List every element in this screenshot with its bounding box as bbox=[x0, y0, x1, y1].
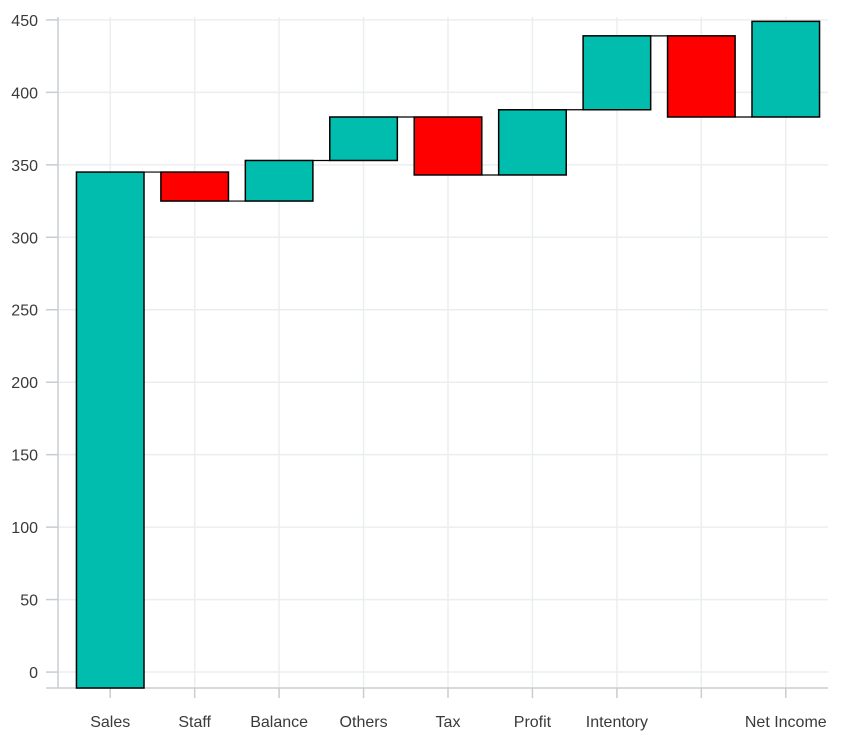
x-tick-label: Balance bbox=[250, 714, 308, 731]
bar-increase[interactable] bbox=[329, 116, 399, 162]
label-layer: 0 50 100 150 200 250 300 350 400 450 Sales Staff Bal… bbox=[11, 13, 826, 731]
bar-decrease[interactable] bbox=[666, 35, 736, 118]
x-tick-label: Intentory bbox=[586, 714, 648, 731]
y-tick-label: 150 bbox=[11, 448, 38, 465]
bar-decrease[interactable] bbox=[160, 171, 230, 202]
y-tick-label: 50 bbox=[20, 593, 38, 610]
x-tick-label: Others bbox=[340, 714, 388, 731]
bar-decrease[interactable] bbox=[413, 116, 483, 176]
y-tick-label: 350 bbox=[11, 158, 38, 175]
x-tick-label: Tax bbox=[436, 714, 461, 731]
y-tick-label: 250 bbox=[11, 303, 38, 320]
x-tick-label: Net Income bbox=[745, 714, 827, 731]
x-tick-label: Staff bbox=[178, 714, 211, 731]
bar-increase[interactable] bbox=[244, 159, 314, 202]
bar-increase[interactable] bbox=[582, 35, 652, 111]
bar-increase[interactable] bbox=[751, 20, 821, 118]
y-tick-label: 0 bbox=[29, 665, 38, 682]
grid-layer bbox=[58, 17, 828, 688]
y-tick-label: 400 bbox=[11, 85, 38, 102]
axis-layer bbox=[46, 17, 828, 698]
y-tick-label: 300 bbox=[11, 230, 38, 247]
connector-layer bbox=[144, 35, 752, 202]
x-tick-label: Sales bbox=[90, 714, 130, 731]
x-tick-label: Profit bbox=[514, 714, 552, 731]
bar-increase[interactable] bbox=[75, 171, 145, 689]
y-tick-label: 100 bbox=[11, 520, 38, 537]
y-tick-label: 450 bbox=[11, 13, 38, 30]
y-tick-label: 200 bbox=[11, 375, 38, 392]
bar-layer bbox=[75, 20, 821, 689]
bar-increase[interactable] bbox=[497, 109, 567, 176]
